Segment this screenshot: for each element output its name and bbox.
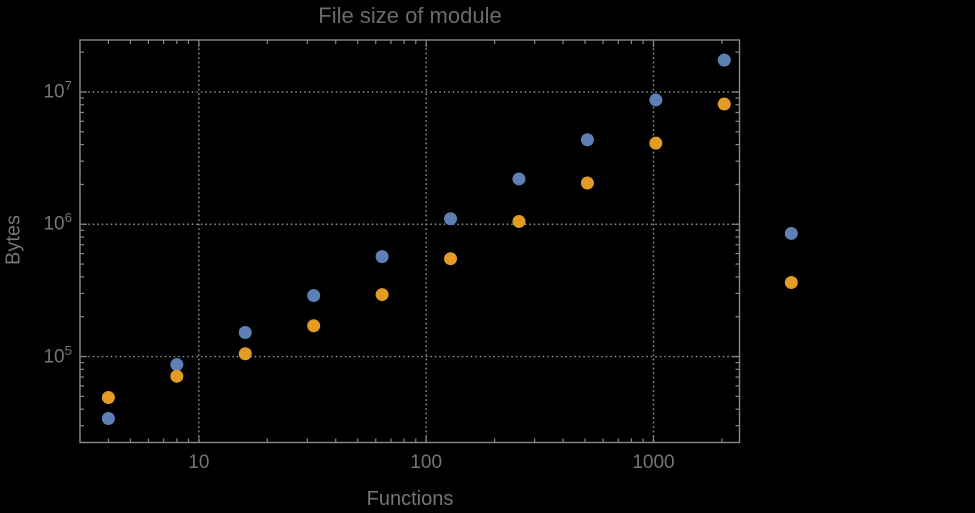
legend-marker-series-1-blue [784, 226, 798, 240]
x-tick-label-10: 10 [188, 452, 210, 473]
data-point-series-2-orange-x1024 [649, 136, 663, 150]
legend-marker-series-2-orange [784, 275, 798, 289]
data-point-series-1-blue-x16 [238, 325, 252, 339]
data-point-series-1-blue-x128 [444, 212, 458, 226]
chart-title: File size of module [318, 3, 502, 28]
data-point-series-2-orange-x64 [375, 288, 389, 302]
x-axis-label: Functions [366, 488, 454, 510]
data-point-series-2-orange-x256 [512, 214, 526, 228]
data-point-series-1-blue-x64 [375, 250, 389, 264]
data-point-series-2-orange-x16 [238, 347, 252, 361]
data-point-series-1-blue-x8 [170, 358, 184, 372]
data-point-series-1-blue-x4 [101, 412, 115, 426]
data-point-series-1-blue-x256 [512, 172, 526, 186]
data-point-series-2-orange-x128 [444, 252, 458, 266]
y-tick-label-10e5: 105 [43, 342, 72, 367]
x-tick-label-100: 100 [410, 452, 443, 473]
x-tick-label-1000: 1000 [632, 452, 675, 473]
data-point-series-2-orange-x8 [170, 369, 184, 383]
data-point-series-1-blue-x512 [580, 133, 594, 147]
y-axis-label: Bytes [2, 214, 25, 266]
plot-frame [79, 39, 741, 444]
data-point-series-1-blue-x1024 [649, 93, 663, 107]
data-point-series-1-blue-x32 [307, 289, 321, 303]
y-tick-label-10e7: 107 [43, 78, 72, 103]
data-point-series-2-orange-x2048 [717, 97, 731, 111]
data-point-series-1-blue-x2048 [717, 53, 731, 67]
y-tick-label-10e6: 106 [43, 210, 72, 235]
data-point-series-2-orange-x4 [101, 391, 115, 405]
data-point-series-2-orange-x32 [307, 319, 321, 333]
data-point-series-2-orange-x512 [580, 176, 594, 190]
